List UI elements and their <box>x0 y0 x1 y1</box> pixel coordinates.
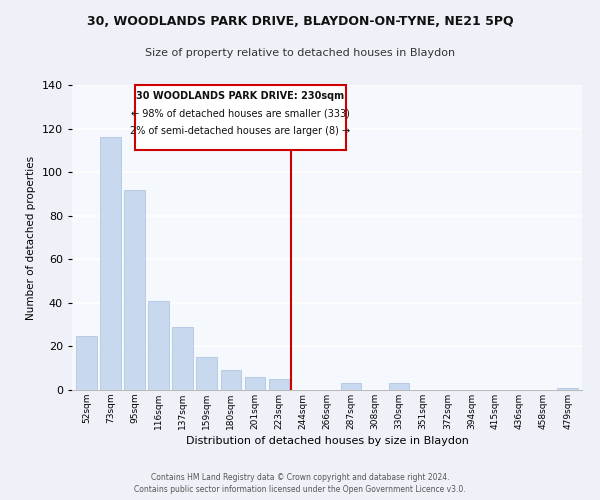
Text: ← 98% of detached houses are smaller (333): ← 98% of detached houses are smaller (33… <box>131 108 350 118</box>
Bar <box>76 336 97 390</box>
X-axis label: Distribution of detached houses by size in Blaydon: Distribution of detached houses by size … <box>185 436 469 446</box>
Text: Contains public sector information licensed under the Open Government Licence v3: Contains public sector information licen… <box>134 486 466 494</box>
Bar <box>124 190 145 390</box>
Bar <box>100 138 121 390</box>
Text: 30 WOODLANDS PARK DRIVE: 230sqm: 30 WOODLANDS PARK DRIVE: 230sqm <box>136 91 344 101</box>
Bar <box>269 379 289 390</box>
Bar <box>245 377 265 390</box>
Bar <box>221 370 241 390</box>
Bar <box>341 384 361 390</box>
Bar <box>557 388 578 390</box>
Bar <box>196 358 217 390</box>
Bar <box>148 300 169 390</box>
Bar <box>389 384 409 390</box>
Text: Size of property relative to detached houses in Blaydon: Size of property relative to detached ho… <box>145 48 455 58</box>
Text: 30, WOODLANDS PARK DRIVE, BLAYDON-ON-TYNE, NE21 5PQ: 30, WOODLANDS PARK DRIVE, BLAYDON-ON-TYN… <box>86 15 514 28</box>
Y-axis label: Number of detached properties: Number of detached properties <box>26 156 36 320</box>
Bar <box>172 327 193 390</box>
Text: Contains HM Land Registry data © Crown copyright and database right 2024.: Contains HM Land Registry data © Crown c… <box>151 473 449 482</box>
FancyBboxPatch shape <box>134 85 346 150</box>
Text: 2% of semi-detached houses are larger (8) →: 2% of semi-detached houses are larger (8… <box>130 126 350 136</box>
